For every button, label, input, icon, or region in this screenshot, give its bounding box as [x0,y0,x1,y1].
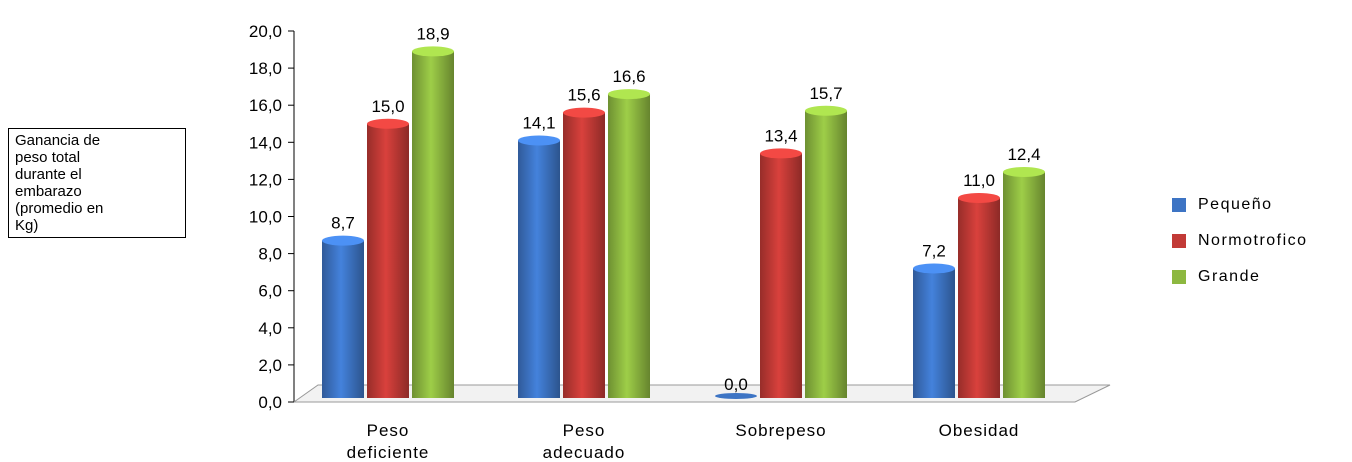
data-label-grande-peso-deficiente: 18,9 [416,24,449,43]
data-label-normotrofico-peso-deficiente: 15,0 [371,97,404,116]
bar-top-grande-peso-deficiente [412,46,454,57]
bar-grande-peso-deficiente [412,51,454,398]
legend-swatch-normotrofico [1172,234,1186,248]
data-label-normotrofico-obesidad: 11,0 [963,171,995,190]
bar-normotrofico-sobrepeso [760,153,802,398]
legend: Pequeño Normotrofico Grande [1172,187,1308,295]
y-tick-label: 20,0 [249,22,282,41]
data-label-grande-obesidad: 12,4 [1007,145,1040,164]
data-label-pequeno-peso-adecuado: 14,1 [522,113,555,132]
bar-top-normotrofico-sobrepeso [760,148,802,159]
legend-item-pequeno: Pequeño [1172,187,1308,223]
data-label-pequeno-peso-deficiente: 8,7 [331,214,355,233]
legend-swatch-pequeno [1172,198,1186,212]
bar-pequeno-sobrepeso [715,393,757,399]
y-axis-label: Ganancia de peso total durante el embara… [8,128,186,238]
legend-label-pequeno: Pequeño [1198,196,1273,213]
bar-normotrofico-obesidad [958,197,1000,398]
bar-pequeno-peso-adecuado [518,140,560,398]
y-tick-label: 16,0 [249,96,282,115]
bar-grande-peso-adecuado [608,94,650,398]
legend-label-grande: Grande [1198,268,1261,285]
data-label-grande-sobrepeso: 15,7 [809,84,842,103]
y-tick-label: 18,0 [249,59,282,78]
bar-normotrofico-peso-adecuado [563,112,605,399]
bar-top-grande-obesidad [1003,166,1045,177]
bar-top-pequeno-peso-adecuado [518,135,560,146]
legend-swatch-grande [1172,270,1186,284]
y-tick-label: 6,0 [258,282,282,301]
y-tick-label: 14,0 [249,133,282,152]
data-label-pequeno-sobrepeso: 0,0 [724,375,748,394]
y-tick-label: 4,0 [258,319,282,338]
chart-floor [292,384,1111,403]
x-tick-label-peso-deficiente: Peso deficiente [347,421,430,462]
y-tick-label: 2,0 [258,356,282,375]
bar-top-grande-sobrepeso [805,105,847,116]
y-tick-label: 8,0 [258,245,282,264]
x-tick-label-obesidad: Obesidad [939,421,1020,440]
bar-pequeno-peso-deficiente [322,240,364,398]
legend-item-normotrofico: Normotrofico [1172,223,1308,259]
bar-top-grande-peso-adecuado [608,89,650,100]
bar-grande-obesidad [1003,171,1045,398]
bar-top-pequeno-peso-deficiente [322,235,364,246]
bar-pequeno-obesidad [913,268,955,398]
bar-top-normotrofico-obesidad [958,192,1000,203]
data-label-normotrofico-sobrepeso: 13,4 [764,126,797,145]
x-tick-label-peso-adecuado: Peso adecuado [543,421,626,462]
y-tick-label: 10,0 [249,208,282,227]
legend-item-grande: Grande [1172,259,1308,295]
data-label-normotrofico-peso-adecuado: 15,6 [567,86,600,105]
bar-grande-sobrepeso [805,110,847,398]
x-tick-label-sobrepeso: Sobrepeso [735,421,826,440]
bar-top-normotrofico-peso-deficiente [367,118,409,129]
data-label-pequeno-obesidad: 7,2 [922,241,946,260]
bar-top-pequeno-obesidad [913,263,955,274]
legend-label-normotrofico: Normotrofico [1198,232,1308,249]
data-label-grande-peso-adecuado: 16,6 [612,67,645,86]
bar-top-normotrofico-peso-adecuado [563,107,605,118]
y-tick-label: 12,0 [249,170,282,189]
y-tick-label: 0,0 [258,393,282,412]
bar-normotrofico-peso-deficiente [367,123,409,398]
